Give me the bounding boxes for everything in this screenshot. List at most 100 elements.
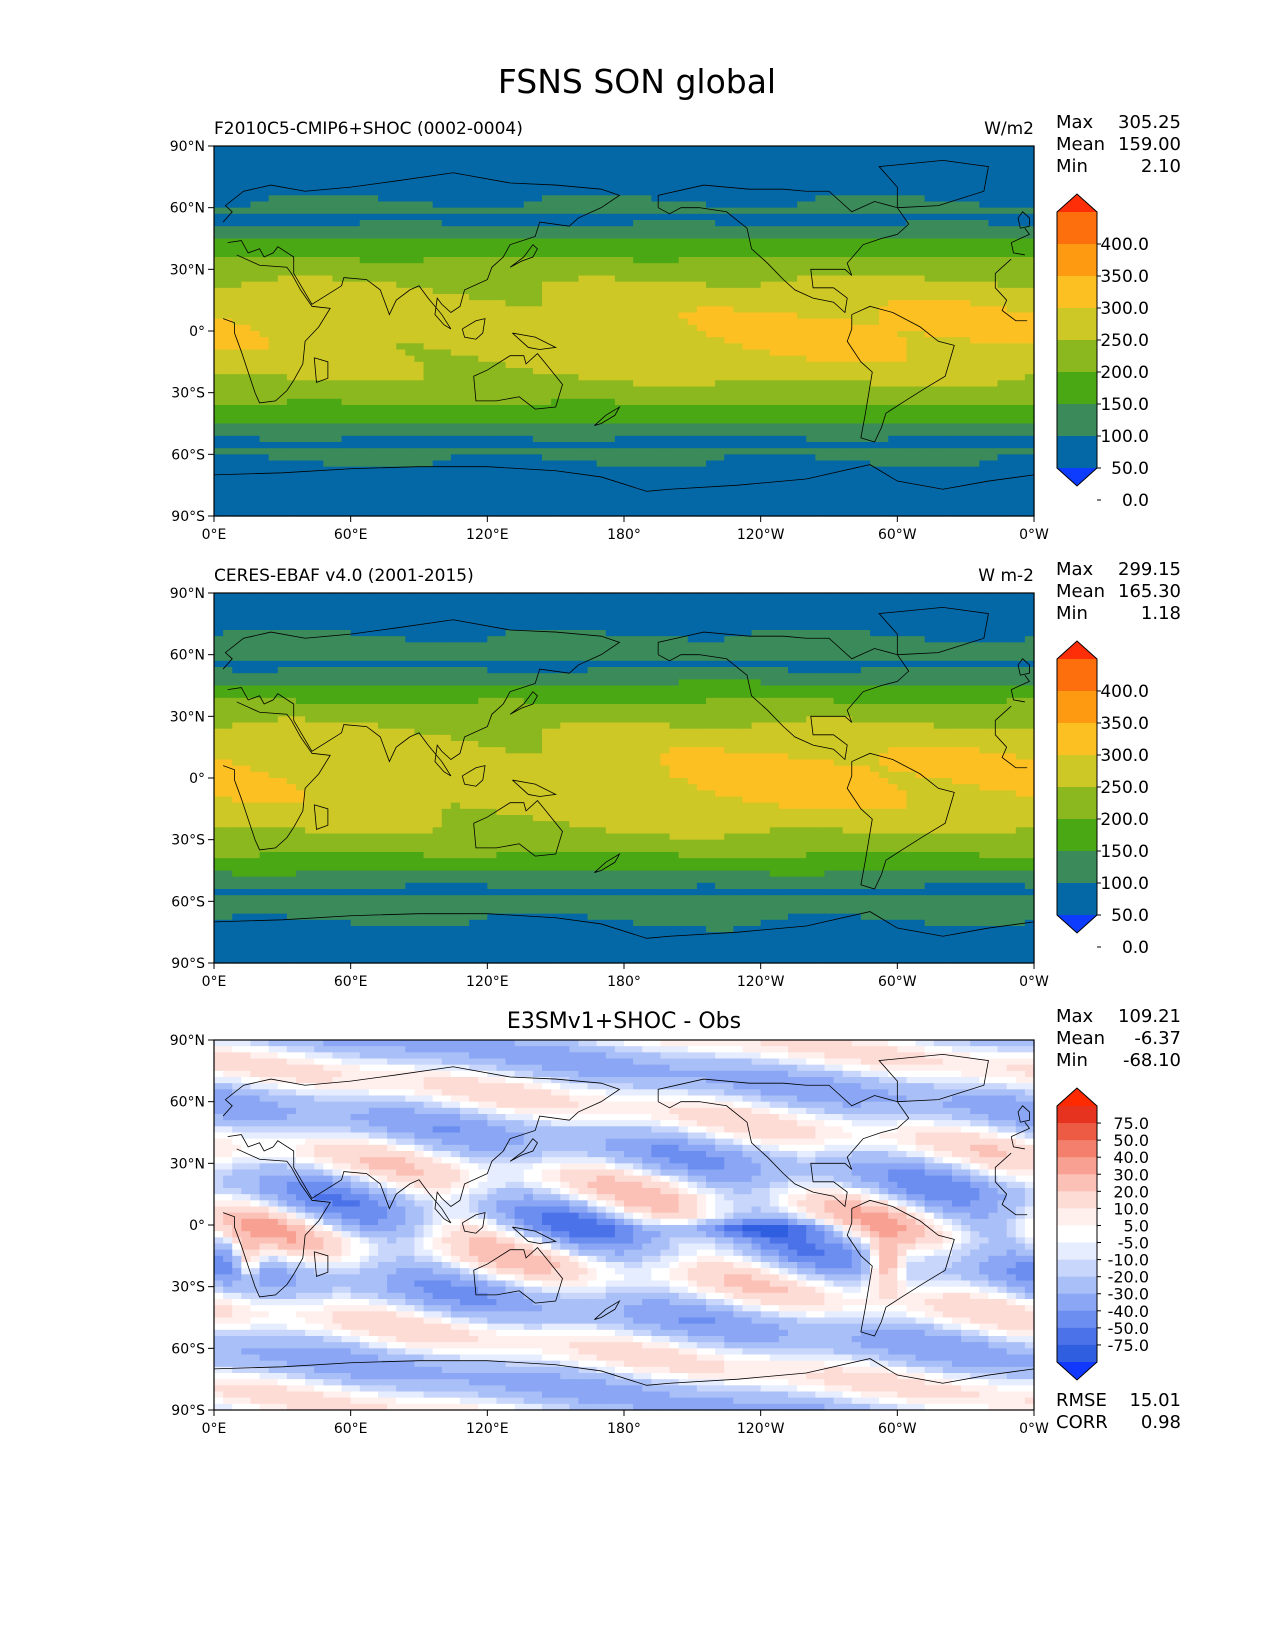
- field-cell: [742, 146, 753, 153]
- field-cell: [305, 417, 315, 425]
- field-cell: [596, 435, 607, 443]
- field-cell: [842, 207, 853, 215]
- field-cell: [997, 287, 1008, 295]
- field-cell: [405, 318, 416, 326]
- field-cell: [268, 170, 279, 178]
- field-cell: [350, 244, 361, 252]
- field-cell: [542, 324, 552, 332]
- field-cell: [450, 250, 461, 258]
- field-cell: [897, 294, 908, 301]
- field-cell: [915, 281, 926, 289]
- field-cell: [441, 479, 452, 486]
- field-cell: [605, 349, 616, 357]
- field-cell: [268, 146, 279, 153]
- field-cell: [469, 152, 479, 159]
- field-cell: [532, 300, 543, 307]
- field-cell: [368, 195, 379, 203]
- field-cell: [706, 281, 716, 289]
- field-cell: [660, 454, 671, 462]
- field-cell: [560, 207, 570, 215]
- field-cell: [469, 479, 479, 486]
- field-cell: [542, 263, 552, 270]
- field-cell: [532, 213, 543, 221]
- field-cell: [879, 152, 889, 159]
- field-cell: [542, 152, 552, 159]
- field-cell: [760, 250, 771, 258]
- field-cell: [277, 300, 288, 307]
- field-cell: [523, 287, 534, 295]
- field-cell: [259, 226, 270, 233]
- field-cell: [505, 158, 516, 166]
- field-cell: [605, 355, 616, 363]
- field-cell: [605, 454, 616, 462]
- field-cell: [359, 312, 370, 320]
- field-cell: [323, 213, 334, 221]
- field-cell: [915, 275, 926, 283]
- field-cell: [487, 213, 498, 221]
- field-cell: [760, 435, 771, 443]
- field-cell: [478, 417, 488, 425]
- field-cell: [332, 312, 343, 320]
- field-cell: [341, 472, 352, 480]
- field-cell: [542, 176, 552, 184]
- field-cell: [296, 318, 306, 326]
- field-cell: [860, 287, 871, 295]
- field-cell: [423, 472, 434, 480]
- field-cell: [897, 176, 908, 184]
- field-cell: [888, 368, 898, 375]
- field-cell: [833, 435, 844, 443]
- field-cell: [742, 349, 753, 357]
- field-cell: [223, 386, 233, 394]
- field-cell: [277, 460, 288, 468]
- field-cell: [350, 257, 361, 264]
- field-cell: [769, 281, 780, 289]
- field-cell: [223, 312, 233, 320]
- field-cell: [286, 435, 297, 443]
- field-cell: [724, 269, 734, 277]
- field-cell: [942, 479, 953, 486]
- field-cell: [378, 164, 388, 172]
- field-cell: [505, 244, 516, 252]
- field-cell: [578, 380, 589, 388]
- field-cell: [924, 429, 935, 437]
- field-cell: [587, 454, 598, 462]
- field-cell: [614, 485, 625, 492]
- field-cell: [870, 460, 880, 468]
- field-cell: [332, 146, 343, 153]
- field-cell: [250, 466, 261, 474]
- field-cell: [378, 423, 388, 431]
- field-cell: [614, 300, 625, 307]
- field-cell: [241, 176, 252, 184]
- field-cell: [624, 275, 634, 283]
- field-cell: [532, 331, 543, 338]
- field-cell: [241, 423, 252, 431]
- field-cell: [669, 460, 680, 468]
- field-cell: [450, 263, 461, 270]
- field-cell: [669, 281, 680, 289]
- field-cell: [441, 417, 452, 425]
- field-cell: [678, 257, 689, 264]
- field-cell: [751, 448, 762, 455]
- field-cell: [760, 466, 771, 474]
- field-cell: [952, 386, 962, 394]
- field-cell: [532, 281, 543, 289]
- field-cell: [587, 244, 598, 252]
- field-cell: [605, 220, 616, 227]
- field-cell: [223, 331, 233, 338]
- field-cell: [906, 250, 917, 258]
- field-cell: [223, 398, 233, 406]
- field-cell: [296, 454, 306, 462]
- field-cell: [423, 213, 434, 221]
- field-cell: [396, 250, 406, 258]
- field-cell: [405, 429, 416, 437]
- field-cell: [578, 226, 589, 233]
- field-cell: [897, 158, 908, 166]
- field-cell: [551, 300, 561, 307]
- field-cell: [532, 386, 543, 394]
- field-cell: [633, 448, 643, 455]
- field-cell: [405, 435, 416, 443]
- field-cell: [915, 158, 926, 166]
- field-cell: [441, 226, 452, 233]
- field-cell: [596, 152, 607, 159]
- field-cell: [788, 312, 798, 320]
